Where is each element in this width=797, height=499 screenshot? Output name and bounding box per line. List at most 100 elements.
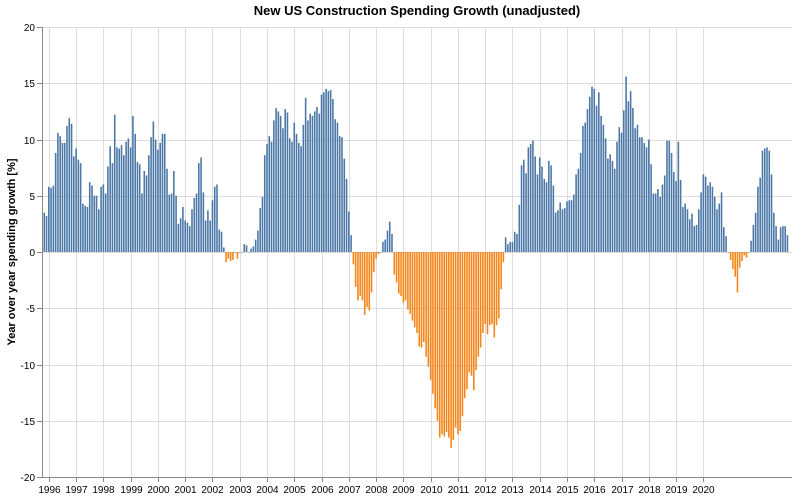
y-tick-label: 10 — [24, 136, 36, 147]
bar — [511, 241, 514, 252]
bar — [93, 195, 96, 252]
bar — [145, 175, 148, 252]
bar — [48, 186, 50, 252]
bar — [561, 209, 564, 252]
bar — [454, 252, 457, 428]
bar — [445, 252, 448, 432]
bar — [734, 252, 736, 277]
x-tick-label: 2017 — [611, 485, 634, 496]
bar — [293, 122, 296, 253]
bar — [132, 115, 134, 253]
bar — [368, 252, 371, 311]
bar — [84, 205, 86, 253]
bar — [70, 123, 73, 252]
bar — [216, 184, 218, 252]
x-tick-label: 2001 — [174, 485, 197, 496]
bar — [232, 252, 234, 260]
bar — [738, 252, 741, 268]
bar — [557, 210, 559, 253]
bar — [654, 193, 657, 252]
bar — [188, 226, 191, 253]
bar — [470, 252, 473, 376]
bar — [732, 252, 734, 269]
bar — [684, 203, 686, 252]
bar — [168, 194, 171, 253]
bar — [607, 158, 609, 253]
bar — [282, 128, 284, 252]
bar — [395, 252, 398, 283]
bar — [279, 115, 282, 253]
bar — [73, 156, 75, 253]
bar — [120, 145, 123, 253]
bar — [718, 203, 721, 252]
bar — [311, 115, 314, 253]
bar — [68, 118, 71, 253]
bar — [743, 252, 746, 256]
bar — [277, 111, 280, 253]
bar — [450, 252, 452, 448]
bar — [693, 226, 696, 253]
x-tick-label: 2014 — [529, 485, 552, 496]
bar — [370, 252, 373, 293]
x-tick-label: 1999 — [120, 485, 143, 496]
bar — [425, 252, 427, 357]
bar — [636, 124, 639, 252]
bar — [366, 252, 368, 308]
bar — [443, 252, 446, 437]
bar — [263, 155, 266, 252]
bar — [479, 252, 482, 348]
bar — [584, 122, 586, 253]
bar — [86, 207, 89, 252]
bar — [409, 252, 411, 314]
bar — [582, 126, 584, 252]
bar — [54, 153, 57, 252]
y-tick-label: 0 — [29, 248, 35, 259]
bar — [284, 109, 286, 253]
bar — [295, 133, 298, 253]
bar — [588, 96, 591, 252]
bar — [266, 144, 268, 252]
bar — [400, 252, 402, 296]
bar — [573, 194, 575, 253]
bar — [416, 252, 418, 333]
bar — [161, 133, 164, 253]
x-tick-label: 2011 — [448, 485, 470, 496]
bar — [698, 209, 700, 252]
bar — [741, 252, 743, 261]
bar — [238, 252, 241, 253]
bar — [109, 146, 111, 252]
bar — [177, 223, 180, 253]
bar — [666, 140, 668, 253]
bar — [520, 165, 523, 253]
bar — [329, 90, 332, 252]
bar — [466, 252, 468, 390]
bar — [545, 182, 548, 252]
bar — [248, 252, 250, 253]
bar — [513, 231, 516, 252]
bar — [661, 184, 664, 252]
bar — [243, 244, 246, 252]
bar — [323, 92, 325, 252]
bar — [493, 252, 496, 338]
bar — [241, 252, 243, 253]
bar — [782, 226, 784, 253]
bar — [193, 198, 196, 252]
bar — [495, 252, 498, 326]
bar — [691, 213, 693, 252]
bar — [411, 252, 414, 321]
bar — [318, 113, 321, 253]
bar — [748, 252, 750, 253]
bar — [225, 252, 227, 263]
bar — [638, 137, 641, 252]
bar — [766, 147, 768, 253]
bar — [195, 193, 198, 252]
bar — [152, 121, 155, 252]
bar — [382, 241, 384, 252]
bar — [63, 142, 66, 253]
x-tick-label: 2007 — [338, 485, 361, 496]
bar — [386, 230, 389, 253]
bar — [436, 252, 439, 421]
bar — [688, 219, 691, 252]
bar — [391, 234, 393, 252]
bar — [548, 160, 550, 253]
